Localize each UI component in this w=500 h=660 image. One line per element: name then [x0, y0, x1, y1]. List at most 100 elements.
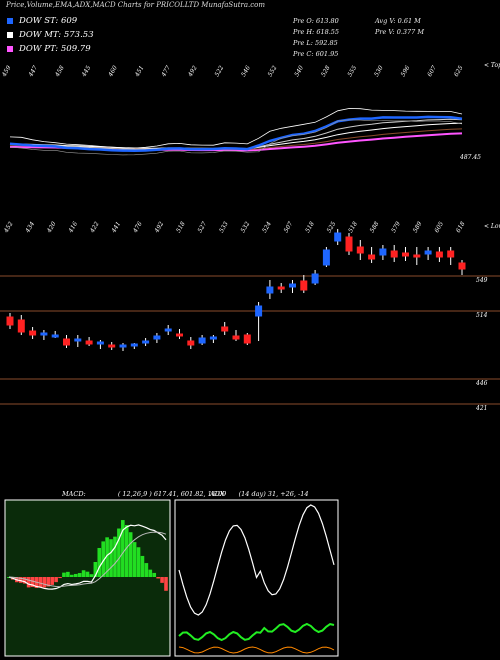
candle-body — [277, 286, 285, 290]
macd-hist-bar — [105, 537, 109, 577]
top-label: 546 — [240, 64, 252, 78]
stat-close: Pre C: 601.95 — [293, 50, 339, 58]
low-label: 589 — [412, 220, 424, 234]
candle-body — [164, 328, 172, 332]
macd-hist-bar — [58, 577, 62, 579]
low-label: 507 — [283, 220, 295, 234]
candle-body — [424, 250, 432, 255]
macd-hist-bar — [144, 563, 149, 577]
top-label: 607 — [426, 64, 438, 78]
candle-body — [209, 336, 217, 340]
top-label: 451 — [133, 65, 145, 79]
upper-panel-label: < Tops — [484, 62, 500, 69]
candle-body — [458, 262, 466, 270]
candle-body — [6, 316, 14, 326]
candle-body — [63, 338, 70, 346]
legend-item: DOW MT: 573.53 — [7, 30, 94, 40]
macd-hist-bar — [89, 574, 94, 577]
candle-body — [198, 337, 206, 344]
top-label: 555 — [346, 64, 358, 78]
low-label: 532 — [240, 220, 252, 234]
adx-label: ADX — [210, 490, 225, 498]
candle-body — [390, 250, 398, 258]
macd-hist-bar — [156, 577, 160, 579]
legend-item: DOW PT: 509.79 — [7, 44, 91, 54]
candle-body — [413, 254, 421, 258]
top-label: 460 — [107, 64, 119, 78]
macd-hist-bar — [148, 569, 153, 577]
macd-hist-bar — [140, 555, 145, 577]
legend-item: DOW ST: 609 — [7, 16, 77, 26]
candle-body — [153, 335, 161, 340]
top-label: 445 — [80, 64, 92, 78]
low-label: 579 — [390, 220, 402, 234]
candle-body — [142, 340, 150, 344]
macd-hist-bar — [164, 577, 168, 591]
legend-swatch — [7, 17, 13, 24]
macd-hist-bar — [66, 571, 70, 577]
macd-hist-bar — [97, 547, 102, 577]
candle-body — [130, 343, 138, 347]
candle-body — [379, 248, 387, 256]
stat-avg-volume: Avg V: 0.61 M — [375, 17, 421, 25]
low-label: 525 — [326, 220, 338, 234]
legend-swatch — [7, 45, 13, 52]
macd-hist-bar — [46, 577, 51, 587]
minus-di-line — [178, 646, 335, 654]
adx-line — [178, 504, 335, 616]
macd-hist-bar — [117, 528, 121, 577]
macd-hist-bar — [62, 572, 66, 577]
candle-body — [322, 249, 330, 266]
stat-open: Pre O: 613.80 — [293, 17, 339, 25]
candle-body — [96, 341, 104, 345]
macd-label: MACD: — [62, 490, 86, 498]
macd-line — [8, 524, 167, 590]
legend-label: DOW ST: 609 — [19, 16, 78, 26]
price-low-line — [9, 119, 463, 156]
candle-body — [221, 326, 229, 332]
top-label: 596 — [400, 64, 412, 78]
macd-hist-bar — [81, 570, 86, 577]
low-label: 422 — [88, 220, 100, 234]
lower-panel-label: < Lows — [484, 223, 500, 230]
candle-body — [187, 340, 195, 346]
macd-hist-bar — [136, 547, 141, 577]
candle-body — [447, 250, 455, 258]
macd-hist-bar — [152, 572, 157, 577]
macd-hist-bar — [26, 577, 31, 588]
macd-hist-bar — [109, 539, 113, 577]
low-label: 518 — [304, 220, 316, 234]
top-label: 492 — [186, 64, 198, 78]
candle-body — [40, 332, 48, 336]
candle-body — [29, 330, 37, 336]
macd-hist-bar — [132, 542, 137, 577]
candle-body — [17, 319, 25, 333]
candle-body — [74, 338, 82, 342]
stat-high: Pre H: 618.55 — [293, 28, 340, 36]
candle-body — [243, 334, 251, 344]
candle-body — [345, 236, 353, 252]
macd-hist-bar — [113, 536, 117, 577]
legend-swatch — [7, 31, 13, 38]
level-label: 446 — [475, 380, 488, 387]
top-label: 458 — [53, 64, 65, 78]
level-label: 421 — [475, 405, 487, 412]
candle-body — [402, 252, 409, 257]
macd-params: ( 12,26,9 ) 617.41, 601.82, 16.09 — [117, 490, 227, 498]
macd-hist-bar — [50, 577, 54, 585]
low-label: 518 — [175, 220, 187, 234]
low-label: 441 — [110, 221, 122, 235]
adx-params: (14 day) 31, +26, -14 — [238, 490, 309, 498]
top-label: 477 — [160, 64, 172, 78]
macd-hist-bar — [73, 573, 78, 577]
low-label: 434 — [24, 220, 36, 234]
top-label: 552 — [267, 64, 279, 78]
top-label: 447 — [27, 64, 39, 78]
low-label: 452 — [2, 220, 14, 234]
candle-body — [289, 283, 296, 288]
low-label: 588 — [369, 220, 381, 234]
top-label: 625 — [453, 64, 465, 78]
candle-body — [51, 334, 59, 338]
candle-body — [311, 273, 319, 284]
